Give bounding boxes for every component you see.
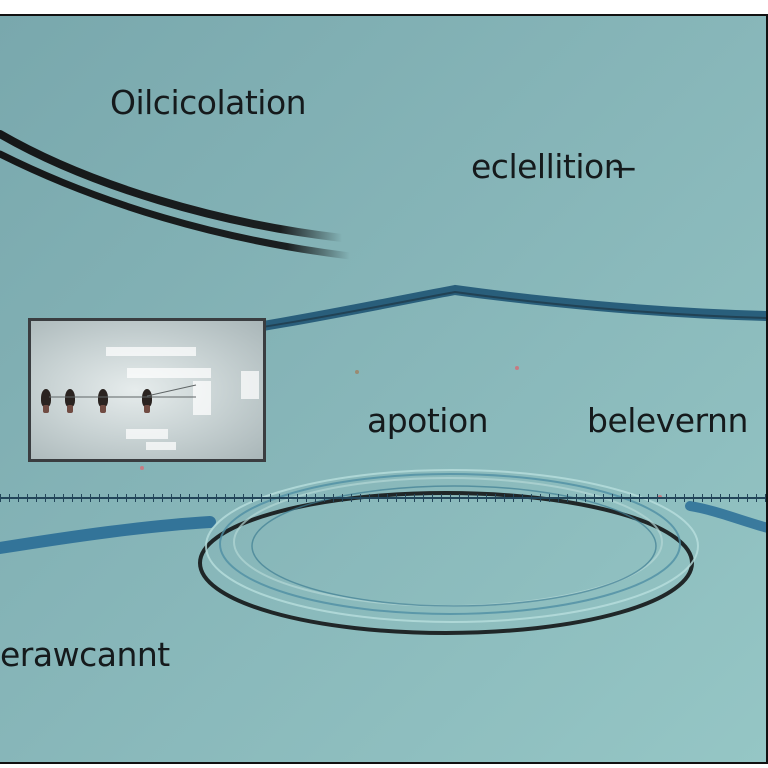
left-blue-ribbon <box>0 516 216 554</box>
inset-block <box>193 381 211 415</box>
upper-dark-sweep <box>0 130 346 242</box>
right-blue-ribbon <box>685 501 766 533</box>
upper-dark-sweep-lower <box>0 150 354 260</box>
small-dot <box>355 370 359 374</box>
label-middle-right: belevernn <box>587 401 748 440</box>
inset-line <box>49 384 197 398</box>
inner-ellipse-2 <box>251 485 657 607</box>
inset-block <box>106 347 196 356</box>
outer-ellipse-light <box>205 469 699 623</box>
label-middle-center: apotion <box>367 401 489 440</box>
teal-panel: Oilcicolation eclellition ̶ apotion bele… <box>0 14 768 764</box>
figure-icon <box>142 389 152 413</box>
inset-block <box>146 442 176 450</box>
small-dot <box>140 466 144 470</box>
inset-block <box>241 371 259 399</box>
outer-ellipse-shadow <box>198 491 694 635</box>
figure-icon <box>65 389 75 413</box>
figure-icon <box>41 389 51 413</box>
inset-block <box>127 368 211 378</box>
label-bottom-left: erawcannt <box>0 635 170 674</box>
mid-ellipse <box>219 473 681 615</box>
label-top-left: Oilcicolation <box>110 83 307 122</box>
inset-image-frame <box>28 318 266 462</box>
inset-block <box>126 429 168 439</box>
label-top-right: eclellition ̶ <box>471 147 635 186</box>
horizontal-rule <box>0 497 766 499</box>
inset-pattern <box>31 321 263 459</box>
figure-icon <box>98 389 108 413</box>
small-dot <box>515 366 519 370</box>
